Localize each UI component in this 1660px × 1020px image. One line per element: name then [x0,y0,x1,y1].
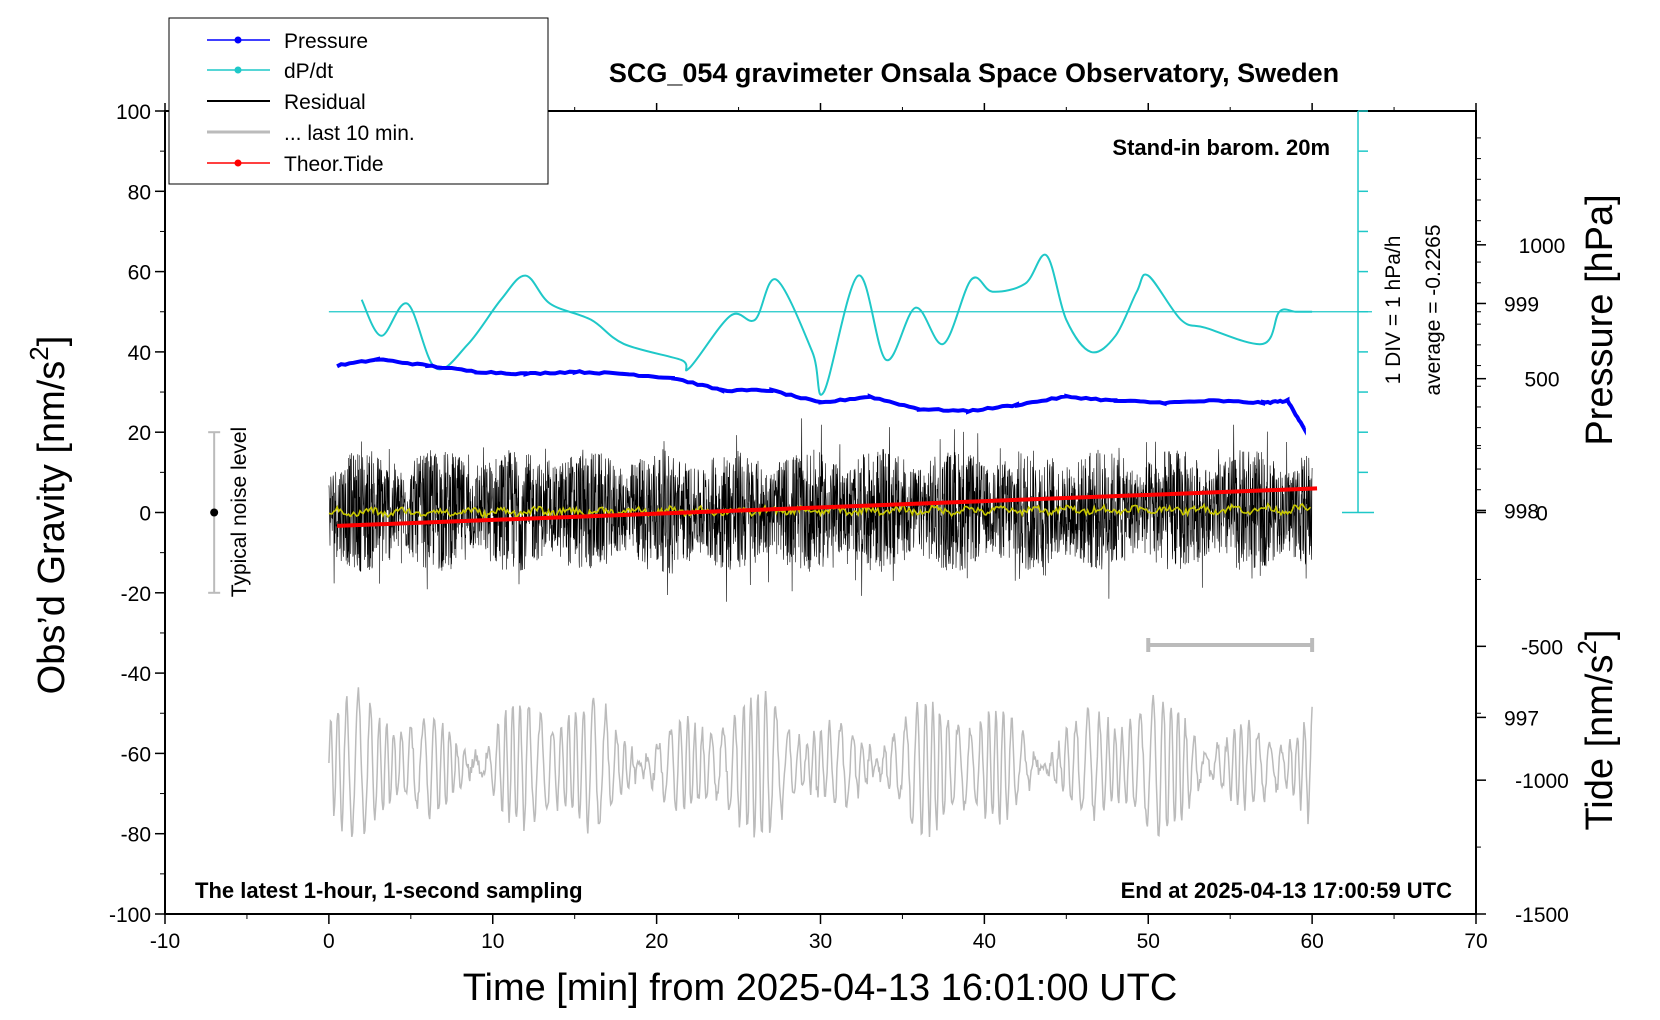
tide-line [336,486,1318,528]
smoothed-residual-line [328,502,1312,520]
tide-tick-label: 0 [1536,503,1548,526]
x-tick-label: 20 [645,930,668,953]
legend-pressure-marker [234,36,242,44]
y-left-tick-label: -40 [121,663,151,686]
legend-pressure-label: Pressure [284,30,368,53]
y-left-tick-label: -80 [121,824,151,847]
tide-axis-title-main: Tide [nm/s [1579,655,1621,831]
dpdt-average-note: average = -0.2265 [1422,224,1445,395]
y-left-tick-label: -20 [121,583,151,606]
tide-axis-ticks: 1000 500 0 -500 -1000 -1500 [1476,235,1569,927]
noise-level-bar [208,431,221,594]
residual-layer [328,418,1313,602]
y-left-tick-label: 100 [116,101,151,124]
stand-in-barometer-note: Stand-in barom. 20m [1112,135,1330,160]
x-tick-label: -10 [150,930,180,953]
x-axis-title: Time [min] from 2025-04-13 16:01:00 UTC [463,967,1178,1009]
chart-title: SCG_054 gravimeter Onsala Space Observat… [609,58,1339,88]
last-10-min-layer [1146,637,1315,652]
y-left-tick-label: 60 [128,262,151,285]
tide-axis-title-close: ] [1579,629,1621,640]
y-left-tick-label: 0 [139,503,151,526]
pressure-tick-label: 997 [1504,707,1539,730]
x-tick-label: 30 [809,930,832,953]
tide-tick-label: -1000 [1515,770,1569,793]
x-tick-label: 40 [973,930,996,953]
pressure-line [336,356,1306,436]
end-time-note: End at 2025-04-13 17:00:59 UTC [1121,878,1452,903]
tide-tick-label: 1000 [1519,235,1566,258]
x-tick-label: 10 [481,930,504,953]
y-left-tick-label: 40 [128,342,151,365]
dpdt-line [360,253,1313,396]
grey-residual-line [328,687,1313,838]
y-left-tick-label: -100 [109,904,151,927]
x-tick-label: 70 [1464,930,1487,953]
legend-dpdt-label: dP/dt [284,60,333,83]
grey-residual-trace [328,687,1313,838]
tide-axis-title-sup: 2 [1572,640,1602,654]
pressure-tick-label: 999 [1504,293,1539,316]
legend-residual-label: Residual [284,91,366,114]
tide-layer [336,486,1318,528]
legend-tide-marker [234,159,242,167]
x-tick-label: 0 [323,930,335,953]
pressure-axis-title: Pressure [hPa] [1579,194,1621,445]
y-left-axis-title: Obs’d Gravity [nm/s2] [24,336,73,695]
y-left-axis-title-sup: 2 [24,346,54,360]
x-tick-label: 50 [1137,930,1160,953]
pressure-axis-ticks: 999 998 997 [1476,137,1539,730]
tide-tick-label: -1500 [1515,904,1569,927]
legend-last10-label: ... last 10 min. [284,122,415,145]
tide-axis-title: Tide [nm/s2] [1572,629,1621,830]
y-left-tick-label: 20 [128,422,151,445]
tide-tick-label: -500 [1521,636,1563,659]
y-left-axis-ticks: 100 80 60 40 20 0 -20 -40 -60 -80 -100 [109,101,165,927]
x-tick-label: 60 [1300,930,1323,953]
legend-dpdt-marker [234,66,242,74]
noise-bar-center [210,508,219,517]
pressure-tick-label: 998 [1504,500,1539,523]
noise-level-label: Typical noise level [228,427,251,597]
y-left-axis-title-close: ] [31,336,73,347]
residual-line [328,418,1313,602]
y-left-tick-label: 80 [128,181,151,204]
sampling-note: The latest 1-hour, 1-second sampling [195,878,583,903]
pressure-layer [336,356,1306,436]
dpdt-layer [328,253,1373,396]
legend: Pressure dP/dt Residual ... last 10 min.… [168,17,549,185]
legend-tide-label: Theor.Tide [284,153,384,176]
y-left-axis-title-main: Obs’d Gravity [nm/s [31,361,73,695]
tide-tick-label: 500 [1524,369,1559,392]
dpdt-div-note: 1 DIV = 1 hPa/h [1382,236,1405,385]
y-left-tick-label: -60 [121,743,151,766]
